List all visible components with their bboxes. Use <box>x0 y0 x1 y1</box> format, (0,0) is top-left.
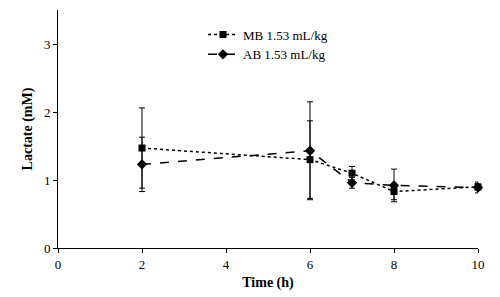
svg-text:Time (h): Time (h) <box>242 275 294 291</box>
svg-text:AB 1.53 mL/kg: AB 1.53 mL/kg <box>243 47 325 62</box>
svg-text:1: 1 <box>44 173 51 188</box>
svg-text:0: 0 <box>44 241 51 256</box>
svg-text:MB 1.53 mL/kg: MB 1.53 mL/kg <box>243 28 328 43</box>
svg-text:6: 6 <box>307 257 314 272</box>
svg-text:2: 2 <box>44 105 51 120</box>
svg-text:2: 2 <box>139 257 146 272</box>
svg-text:Lactate (mM): Lactate (mM) <box>20 87 36 170</box>
svg-text:3: 3 <box>44 37 51 52</box>
svg-text:10: 10 <box>472 257 485 272</box>
svg-text:4: 4 <box>223 257 230 272</box>
svg-text:8: 8 <box>391 257 398 272</box>
svg-text:0: 0 <box>55 257 62 272</box>
